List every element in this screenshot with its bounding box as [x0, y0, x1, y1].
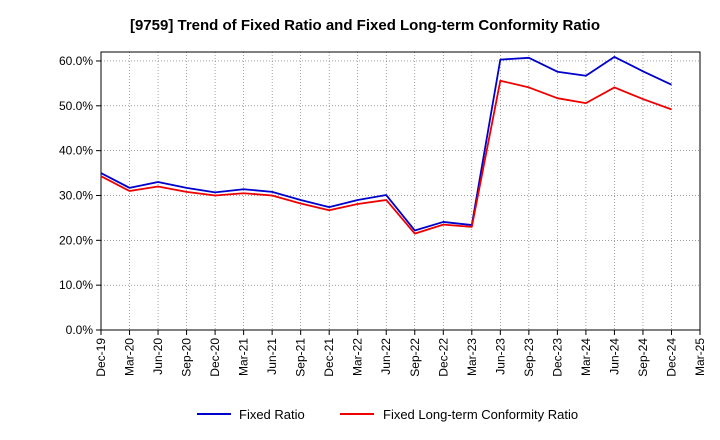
x-tick-label: Jun-23: [493, 338, 507, 375]
x-tick-label: Sep-24: [636, 338, 650, 377]
x-tick-label: Mar-21: [237, 338, 251, 376]
x-tick-label: Sep-20: [180, 338, 194, 377]
y-tick-label: 30.0%: [59, 188, 93, 202]
x-tick-label: Mar-22: [351, 338, 365, 376]
x-tick-label: Dec-21: [322, 338, 336, 377]
x-tick-label: Dec-23: [550, 338, 564, 377]
grid: [100, 52, 701, 331]
plot-area: [101, 52, 700, 330]
series-line-1: [100, 56, 672, 232]
axes: 0.0% 10.0% 20.0% 30.0% 40.0% 50.0% 60.0% Dec-19…: [59, 51, 707, 377]
x-tick-label: Mar-23: [465, 338, 479, 376]
x-tick-label: Dec-20: [208, 338, 222, 377]
series-line-2: [100, 79, 672, 235]
legend: Fixed Ratio Fixed Long-term Conformity Ra…: [197, 407, 578, 422]
y-tick-label: 20.0%: [59, 233, 93, 247]
x-tick-label: Dec-22: [436, 338, 450, 377]
plot-frame: [100, 51, 701, 331]
y-tick-label: 60.0%: [59, 54, 93, 68]
y-tick-label: 40.0%: [59, 144, 93, 158]
x-tick-label: Mar-25: [693, 338, 707, 376]
legend-label-1: Fixed Ratio: [239, 407, 305, 422]
x-tick-label: Dec-19: [94, 338, 108, 377]
x-tick-label: Dec-24: [664, 338, 678, 377]
x-tick-label: Jun-24: [607, 338, 621, 375]
legend-label-2: Fixed Long-term Conformity Ratio: [383, 407, 578, 422]
x-tick-label: Mar-24: [579, 338, 593, 376]
x-tick-label: Jun-20: [151, 338, 165, 375]
x-tick-label: Sep-22: [408, 338, 422, 377]
x-tick-label: Sep-23: [522, 338, 536, 377]
x-tick-label: Jun-21: [265, 338, 279, 375]
x-tick-label: Mar-20: [123, 338, 137, 376]
x-tick-label: Jun-22: [379, 338, 393, 375]
y-tick-label: 50.0%: [59, 99, 93, 113]
y-tick-label: 0.0%: [66, 323, 94, 337]
y-tick-label: 10.0%: [59, 278, 93, 292]
series-lines: [100, 56, 672, 235]
x-tick-label: Sep-21: [294, 338, 308, 377]
chart-title: [9759] Trend of Fixed Ratio and Fixed Lo…: [130, 17, 600, 34]
